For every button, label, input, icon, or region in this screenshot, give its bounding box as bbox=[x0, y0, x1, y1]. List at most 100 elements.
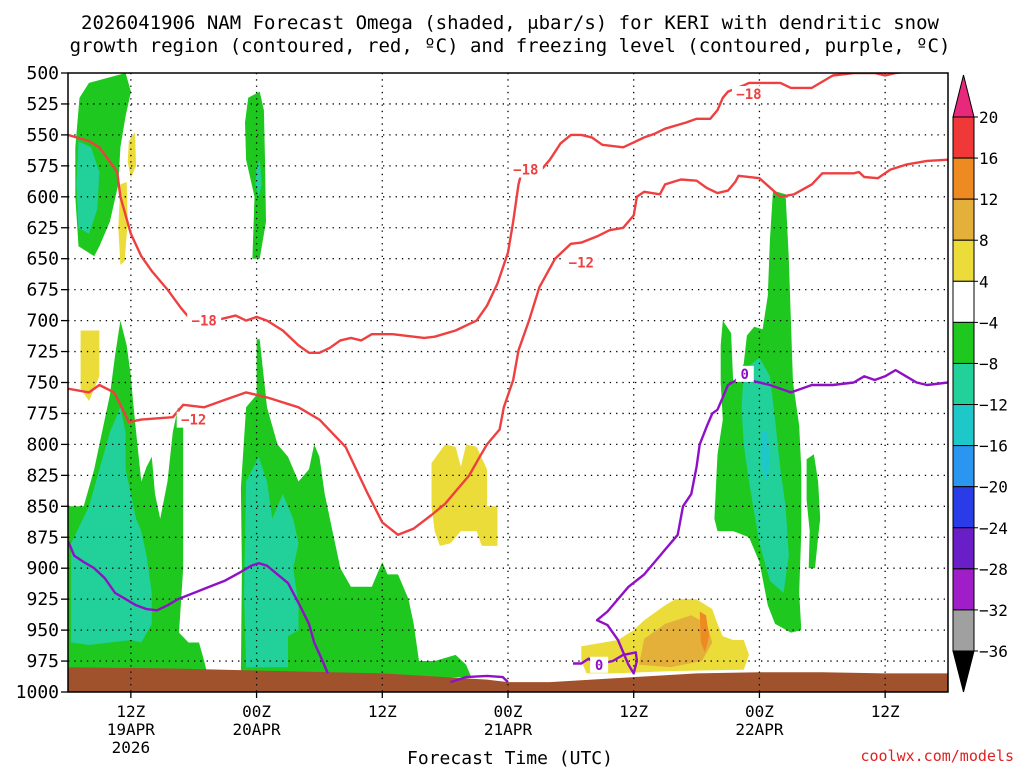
contour-label-bg bbox=[508, 161, 543, 178]
y-tick-label: 600 bbox=[26, 187, 59, 208]
contour-line-3 bbox=[450, 674, 509, 684]
colorbar-bin bbox=[952, 486, 975, 529]
contour-label-bg bbox=[564, 254, 599, 271]
plot-content: −12 −12 −18 −18 −18 0 0 bbox=[68, 73, 948, 692]
contour-label: −18 bbox=[192, 314, 217, 330]
x-tick-label: 20APR bbox=[232, 720, 281, 739]
omega-shade-2 bbox=[118, 181, 128, 265]
x-tick-label: 12Z bbox=[368, 702, 397, 721]
contour-label: 0 bbox=[595, 658, 603, 674]
colorbar-label: −8 bbox=[979, 354, 998, 373]
x-tick-label: 22APR bbox=[735, 720, 784, 739]
colorbar-label: −12 bbox=[979, 396, 1008, 415]
contour-line-1 bbox=[68, 73, 948, 354]
y-tick-label: 525 bbox=[26, 94, 59, 115]
y-tick-label: 650 bbox=[26, 249, 59, 270]
y-tick-label: 800 bbox=[26, 434, 59, 455]
colorbar-bin bbox=[952, 239, 975, 282]
omega-shade-1 bbox=[76, 141, 100, 234]
x-tick-label: 19APR bbox=[107, 720, 156, 739]
contour-label: −18 bbox=[513, 163, 538, 179]
x-tick-label: 21APR bbox=[484, 720, 533, 739]
colorbar-bin bbox=[952, 568, 975, 611]
colorbar-bin bbox=[952, 321, 975, 364]
omega-shade-6 bbox=[80, 330, 100, 402]
y-tick-label: 750 bbox=[26, 373, 59, 394]
colorbar-bin bbox=[952, 198, 975, 241]
y-tick-label: 675 bbox=[26, 280, 59, 301]
colorbar-bin bbox=[952, 280, 975, 323]
contour-label: 0 bbox=[741, 367, 749, 383]
watermark-text: coolwx.com/models bbox=[860, 747, 1014, 765]
y-tick-label: 550 bbox=[26, 125, 59, 146]
y-tick-label: 700 bbox=[26, 311, 59, 332]
x-tick-label: 00Z bbox=[745, 702, 774, 721]
colorbar-label: −36 bbox=[979, 642, 1008, 661]
colorbar-top-triangle bbox=[952, 74, 975, 118]
x-tick-label: 12Z bbox=[116, 702, 145, 721]
colorbar-label: 12 bbox=[979, 190, 998, 209]
contour-line-0 bbox=[68, 158, 948, 536]
y-tick-label: 975 bbox=[26, 651, 59, 672]
colorbar-label: −20 bbox=[979, 478, 1008, 497]
y-tick-label: 900 bbox=[26, 558, 59, 579]
colorbar-label: −28 bbox=[979, 560, 1008, 579]
colorbar-label: 8 bbox=[979, 231, 989, 250]
contour-label: −12 bbox=[181, 413, 206, 429]
y-tick-label: 825 bbox=[26, 465, 59, 486]
colorbar-label: 4 bbox=[979, 272, 989, 291]
contour-label-bg bbox=[590, 656, 609, 673]
chart-title-line-2: growth region (contoured, red, ºC) and f… bbox=[70, 35, 951, 57]
colorbar-label: −4 bbox=[979, 313, 998, 332]
omega-shade-17 bbox=[639, 615, 713, 668]
contour-line-4 bbox=[573, 368, 948, 675]
x-axis-label: Forecast Time (UTC) bbox=[407, 748, 613, 768]
omega-shade-18 bbox=[699, 611, 710, 653]
plot-area: −12 −12 −18 −18 −18 0 0 bbox=[67, 72, 949, 693]
y-tick-label: 875 bbox=[26, 527, 59, 548]
x-tick-label: 12Z bbox=[871, 702, 900, 721]
y-axis: 500 525 550 575 600 625 650 675 700 725 750 775 800 8… bbox=[16, 63, 68, 703]
omega-shade-15 bbox=[806, 454, 821, 569]
y-tick-label: 500 bbox=[26, 63, 59, 84]
x-tick-label: 00Z bbox=[494, 702, 523, 721]
contour-label-bg bbox=[735, 365, 754, 382]
colorbar-label: −16 bbox=[979, 437, 1008, 456]
contour-label-bg bbox=[731, 86, 766, 103]
y-tick-label: 850 bbox=[26, 496, 59, 517]
omega-shade-4 bbox=[245, 91, 266, 259]
y-tick-label: 575 bbox=[26, 156, 59, 177]
colorbar: 20 16 12 8 4 −4 −8 −12 −16 −20 −24 −28 −32 −36 bbox=[952, 74, 1008, 693]
x-tick-label: 12Z bbox=[619, 702, 648, 721]
colorbar-bottom-triangle bbox=[952, 650, 975, 693]
contour-label-bg bbox=[187, 312, 222, 329]
y-tick-label: 925 bbox=[26, 589, 59, 610]
colorbar-bin bbox=[952, 157, 975, 200]
y-tick-label: 1000 bbox=[16, 682, 59, 703]
colorbar-bin bbox=[952, 527, 975, 570]
colorbar-label: −24 bbox=[979, 519, 1008, 538]
x-tick-label: 2026 bbox=[112, 738, 151, 757]
contour-label: −18 bbox=[736, 87, 761, 103]
colorbar-bin bbox=[952, 116, 975, 159]
contour-label: −12 bbox=[569, 255, 594, 271]
y-tick-label: 775 bbox=[26, 403, 59, 424]
y-tick-label: 950 bbox=[26, 620, 59, 641]
colorbar-bin bbox=[952, 609, 975, 652]
contour-line-2 bbox=[68, 540, 329, 674]
omega-shade-9 bbox=[240, 339, 472, 680]
omega-shade-3 bbox=[127, 132, 137, 179]
contour-label-bg bbox=[176, 411, 211, 428]
colorbar-label: 16 bbox=[979, 149, 998, 168]
x-tick-label: 00Z bbox=[242, 702, 271, 721]
omega-shade-10 bbox=[244, 456, 299, 668]
terrain-fill bbox=[68, 667, 948, 692]
colorbar-label: 20 bbox=[979, 108, 998, 127]
colorbar-bin bbox=[952, 445, 975, 488]
y-tick-label: 725 bbox=[26, 342, 59, 363]
chart-title-line-1: 2026041906 NAM Forecast Omega (shaded, μ… bbox=[81, 12, 939, 34]
omega-shade-11 bbox=[431, 444, 498, 546]
omega-shade-8 bbox=[71, 407, 152, 645]
